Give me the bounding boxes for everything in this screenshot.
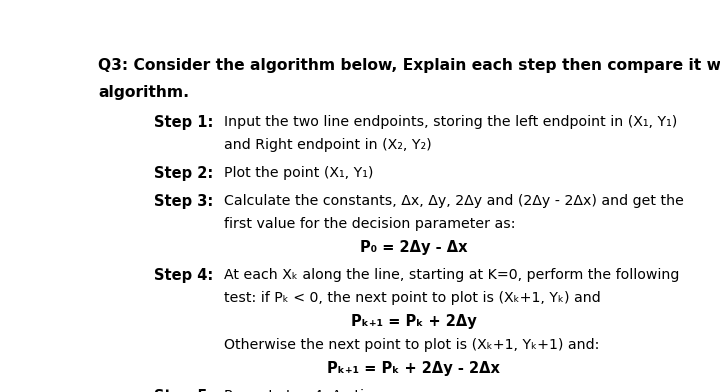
Text: algorithm.: algorithm. (99, 85, 189, 100)
Text: Otherwise the next point to plot is (Xₖ+1, Yₖ+1) and:: Otherwise the next point to plot is (Xₖ+… (224, 338, 599, 352)
Text: Step 2:: Step 2: (154, 166, 213, 181)
Text: Input the two line endpoints, storing the left endpoint in (X₁, Y₁): Input the two line endpoints, storing th… (224, 115, 678, 129)
Text: P₀ = 2Δy - Δx: P₀ = 2Δy - Δx (360, 240, 467, 255)
Text: and Right endpoint in (X₂, Y₂): and Right endpoint in (X₂, Y₂) (224, 138, 431, 152)
Text: test: if Pₖ < 0, the next point to plot is (Xₖ+1, Yₖ) and: test: if Pₖ < 0, the next point to plot … (224, 291, 600, 305)
Text: first value for the decision parameter as:: first value for the decision parameter a… (224, 217, 516, 231)
Text: Pₖ₊₁ = Pₖ + 2Δy - 2Δx: Pₖ₊₁ = Pₖ + 2Δy - 2Δx (327, 361, 500, 376)
Text: Repeat step 4, Δx times.: Repeat step 4, Δx times. (224, 389, 398, 392)
Text: Calculate the constants, Δx, Δy, 2Δy and (2Δy - 2Δx) and get the: Calculate the constants, Δx, Δy, 2Δy and… (224, 194, 684, 208)
Text: Step 5:: Step 5: (154, 389, 214, 392)
Text: Step 4:: Step 4: (154, 268, 213, 283)
Text: Q3: Consider the algorithm below, Explain each step then compare it with DDA: Q3: Consider the algorithm below, Explai… (99, 58, 720, 73)
Text: Plot the point (X₁, Y₁): Plot the point (X₁, Y₁) (224, 166, 373, 180)
Text: Step 3:: Step 3: (154, 194, 213, 209)
Text: Pₖ₊₁ = Pₖ + 2Δy: Pₖ₊₁ = Pₖ + 2Δy (351, 314, 477, 329)
Text: At each Xₖ along the line, starting at K=0, perform the following: At each Xₖ along the line, starting at K… (224, 268, 679, 282)
Text: Step 1:: Step 1: (154, 115, 214, 130)
